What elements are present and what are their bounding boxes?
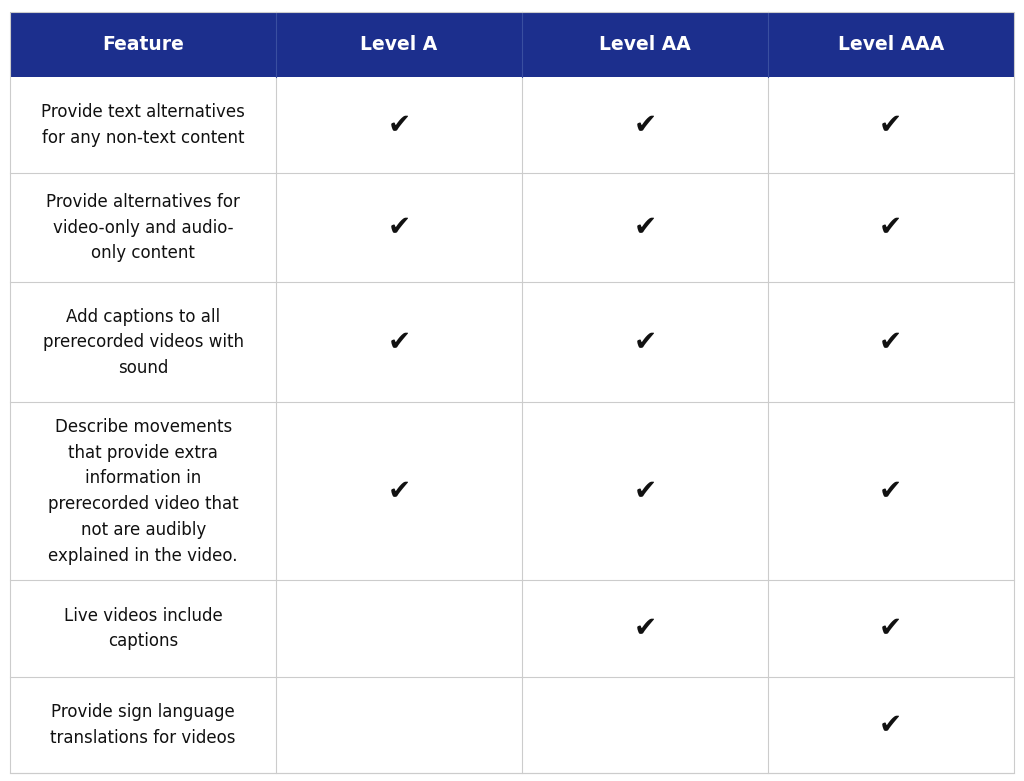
Text: Live videos include
captions: Live videos include captions [63, 607, 222, 651]
FancyBboxPatch shape [10, 77, 1014, 173]
Text: ✔: ✔ [880, 711, 902, 739]
FancyBboxPatch shape [10, 173, 1014, 282]
FancyBboxPatch shape [10, 282, 1014, 402]
FancyBboxPatch shape [10, 402, 1014, 580]
Text: ✔: ✔ [387, 328, 411, 356]
Text: Add captions to all
prerecorded videos with
sound: Add captions to all prerecorded videos w… [43, 308, 244, 377]
Text: Provide alternatives for
video-only and audio-
only content: Provide alternatives for video-only and … [46, 193, 241, 262]
Text: ✔: ✔ [387, 213, 411, 241]
Text: Level A: Level A [360, 34, 437, 54]
Text: ✔: ✔ [633, 615, 656, 643]
Text: ✔: ✔ [387, 477, 411, 505]
Text: Provide sign language
translations for videos: Provide sign language translations for v… [50, 703, 236, 747]
Text: Provide text alternatives
for any non-text content: Provide text alternatives for any non-te… [41, 103, 245, 147]
Text: ✔: ✔ [633, 477, 656, 505]
Text: ✔: ✔ [633, 213, 656, 241]
Text: ✔: ✔ [387, 111, 411, 139]
Text: ✔: ✔ [880, 328, 902, 356]
Text: Feature: Feature [102, 34, 184, 54]
Text: ✔: ✔ [880, 477, 902, 505]
Text: Describe movements
that provide extra
information in
prerecorded video that
not : Describe movements that provide extra in… [48, 418, 239, 565]
FancyBboxPatch shape [10, 580, 1014, 676]
Text: Level AAA: Level AAA [838, 34, 944, 54]
Text: ✔: ✔ [880, 111, 902, 139]
Text: ✔: ✔ [880, 213, 902, 241]
Text: ✔: ✔ [880, 615, 902, 643]
FancyBboxPatch shape [10, 12, 1014, 77]
Text: ✔: ✔ [633, 328, 656, 356]
FancyBboxPatch shape [10, 676, 1014, 773]
Text: ✔: ✔ [633, 111, 656, 139]
Text: Level AA: Level AA [599, 34, 691, 54]
